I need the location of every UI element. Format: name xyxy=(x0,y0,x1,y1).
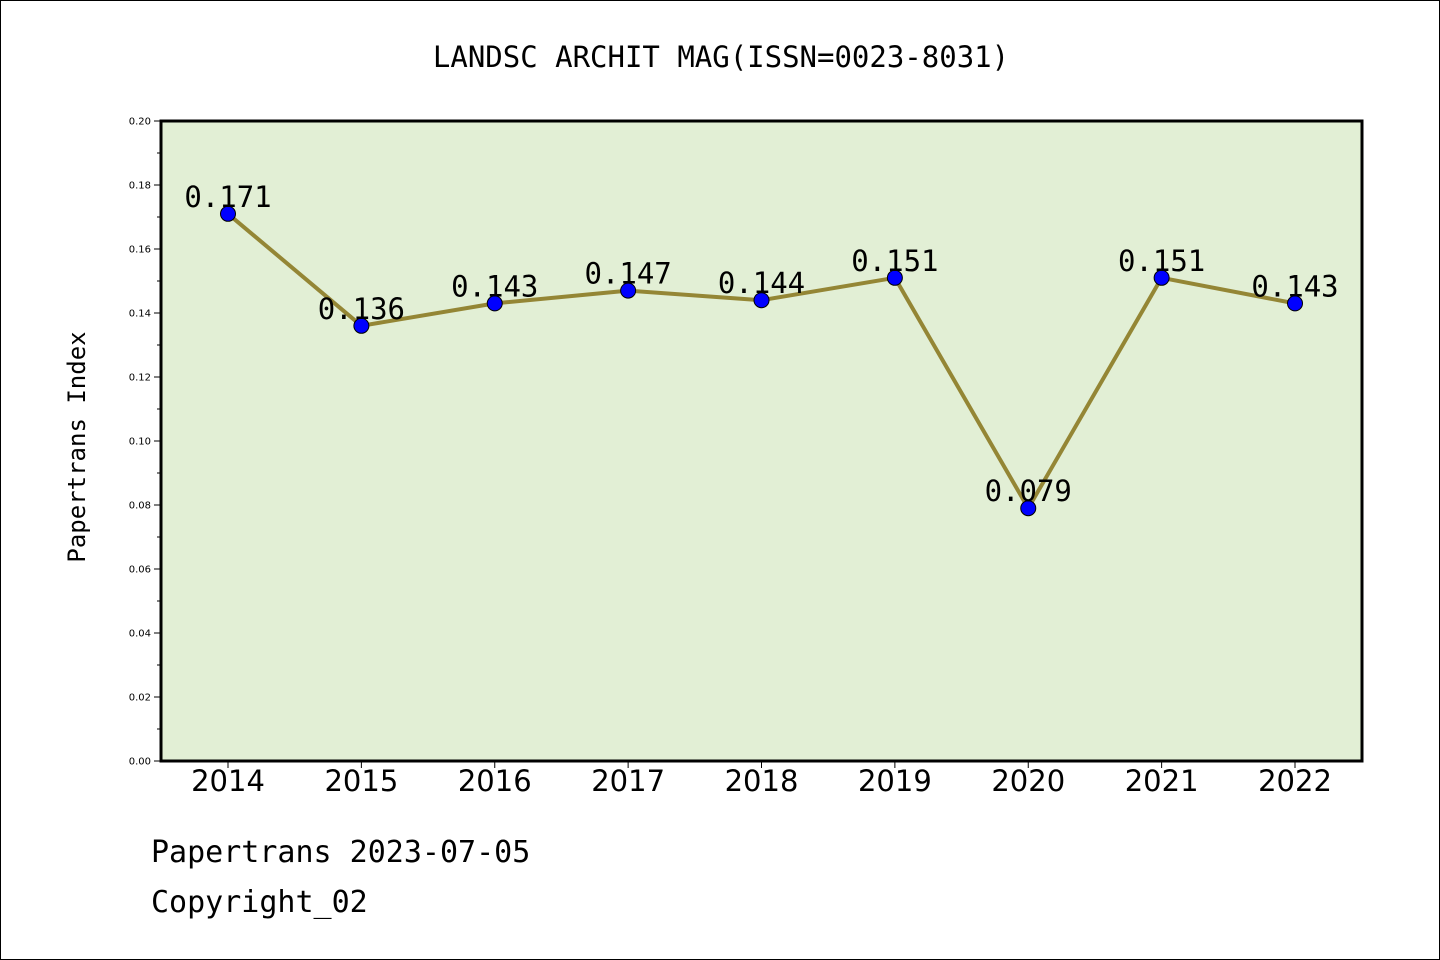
y-tick-label: 0.20 xyxy=(129,117,151,128)
x-tick-label: 2014 xyxy=(191,764,265,798)
y-tick-label: 0.04 xyxy=(129,629,151,640)
x-tick-label: 2017 xyxy=(591,764,665,798)
data-point xyxy=(620,282,637,299)
plot-area xyxy=(159,119,1364,763)
data-point xyxy=(1287,295,1303,312)
data-label: 0.136 xyxy=(318,292,405,326)
data-points xyxy=(220,205,1303,517)
y-tick-label: 0.12 xyxy=(129,373,151,384)
y-tick-label: 0.06 xyxy=(129,565,151,576)
data-label: 0.171 xyxy=(184,180,271,214)
data-point xyxy=(1153,269,1170,286)
y-tick-label: 0.14 xyxy=(129,309,151,320)
data-point xyxy=(353,317,370,334)
footer-copyright: Copyright_02 xyxy=(151,885,368,920)
y-tick-label: 0.08 xyxy=(129,501,151,512)
x-tick-label: 2020 xyxy=(991,764,1065,798)
data-point xyxy=(486,295,503,312)
data-point xyxy=(220,205,236,222)
x-axis: 2014 2015 2016 2017 2018 2019 2020 2021 2022 xyxy=(191,761,1332,798)
footer-source: Papertrans 2023-07-05 xyxy=(151,835,531,870)
x-tick-label: 2019 xyxy=(858,764,932,798)
data-label: 0.144 xyxy=(718,266,805,300)
x-tick-label: 2021 xyxy=(1125,764,1199,798)
x-tick-label: 2022 xyxy=(1258,764,1332,798)
data-label: 0.151 xyxy=(1118,244,1205,278)
data-point xyxy=(886,269,903,286)
y-tick-label: 0.18 xyxy=(129,181,151,192)
data-label: 0.147 xyxy=(584,257,671,291)
y-tick-label: 0.00 xyxy=(129,757,151,768)
data-label: 0.143 xyxy=(451,269,538,303)
data-point xyxy=(753,292,770,309)
y-axis-label: Papertrans Index xyxy=(63,331,91,562)
data-point xyxy=(1020,500,1037,517)
data-label: 0.151 xyxy=(851,244,938,278)
y-axis: 0.00 0.02 0.04 0.06 0.08 0.10 0.12 0.14 0.16 0.18… xyxy=(129,117,161,768)
data-labels: 0.171 0.136 0.143 0.147 0.144 0.151 0.079 0.151… xyxy=(184,180,1338,508)
y-tick-label: 0.02 xyxy=(129,693,151,704)
x-tick-label: 2016 xyxy=(458,764,532,798)
y-tick-label: 0.16 xyxy=(129,245,151,256)
chart-title: LANDSC ARCHIT MAG(ISSN=0023-8031) xyxy=(433,40,1009,74)
y-tick-label: 0.10 xyxy=(129,437,151,448)
x-tick-label: 2015 xyxy=(324,764,398,798)
x-tick-label: 2018 xyxy=(725,764,799,798)
data-label: 0.143 xyxy=(1251,269,1338,303)
data-label: 0.079 xyxy=(985,474,1072,508)
